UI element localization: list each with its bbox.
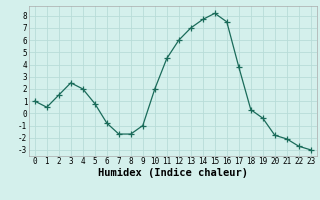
X-axis label: Humidex (Indice chaleur): Humidex (Indice chaleur) [98,168,248,178]
